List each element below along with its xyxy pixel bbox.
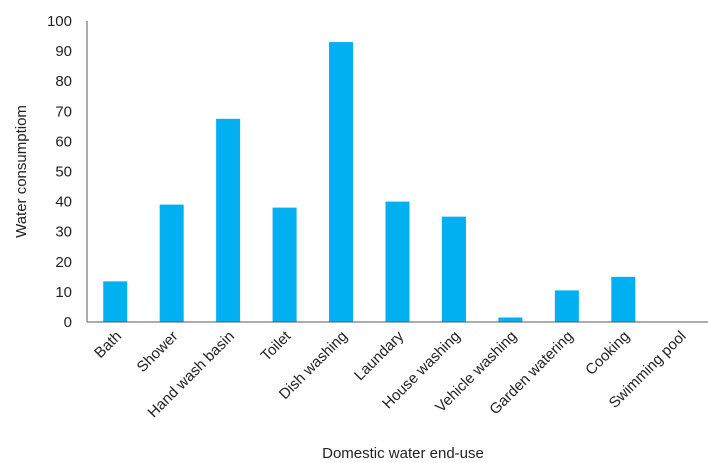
x-tick-label: Shower [134,328,182,376]
bar [103,281,128,322]
bars-group [103,42,636,322]
y-tick-label: 20 [55,254,72,271]
bar [554,290,579,322]
bar [441,216,466,322]
bar [385,201,410,322]
x-tick-label: Toilet [258,327,295,364]
x-tick-label: Laundary [351,327,408,384]
bar [611,276,636,322]
bar [272,207,297,322]
bar [329,42,354,322]
y-tick-label: 80 [55,73,72,90]
y-tick-label: 40 [55,194,72,211]
bar [498,317,523,322]
x-tick-label: Bath [91,328,125,362]
y-axis-title: Water consumptiom [13,105,30,238]
y-tick-label: 30 [55,224,72,241]
y-tick-label: 100 [47,13,72,30]
y-tick-label: 90 [55,43,72,60]
x-axis-title: Domestic water end-use [322,445,484,462]
bar [159,204,184,322]
y-tick-label: 0 [64,314,72,331]
x-tick-label: Cooking [582,328,633,379]
y-tick-label: 60 [55,133,72,150]
y-tick-label: 50 [55,164,72,181]
y-tick-label: 70 [55,103,72,120]
y-tick-label: 10 [55,284,72,301]
bar [216,118,241,322]
y-tick-labels: 0 10 20 30 40 50 60 70 80 90 100 [47,13,72,331]
